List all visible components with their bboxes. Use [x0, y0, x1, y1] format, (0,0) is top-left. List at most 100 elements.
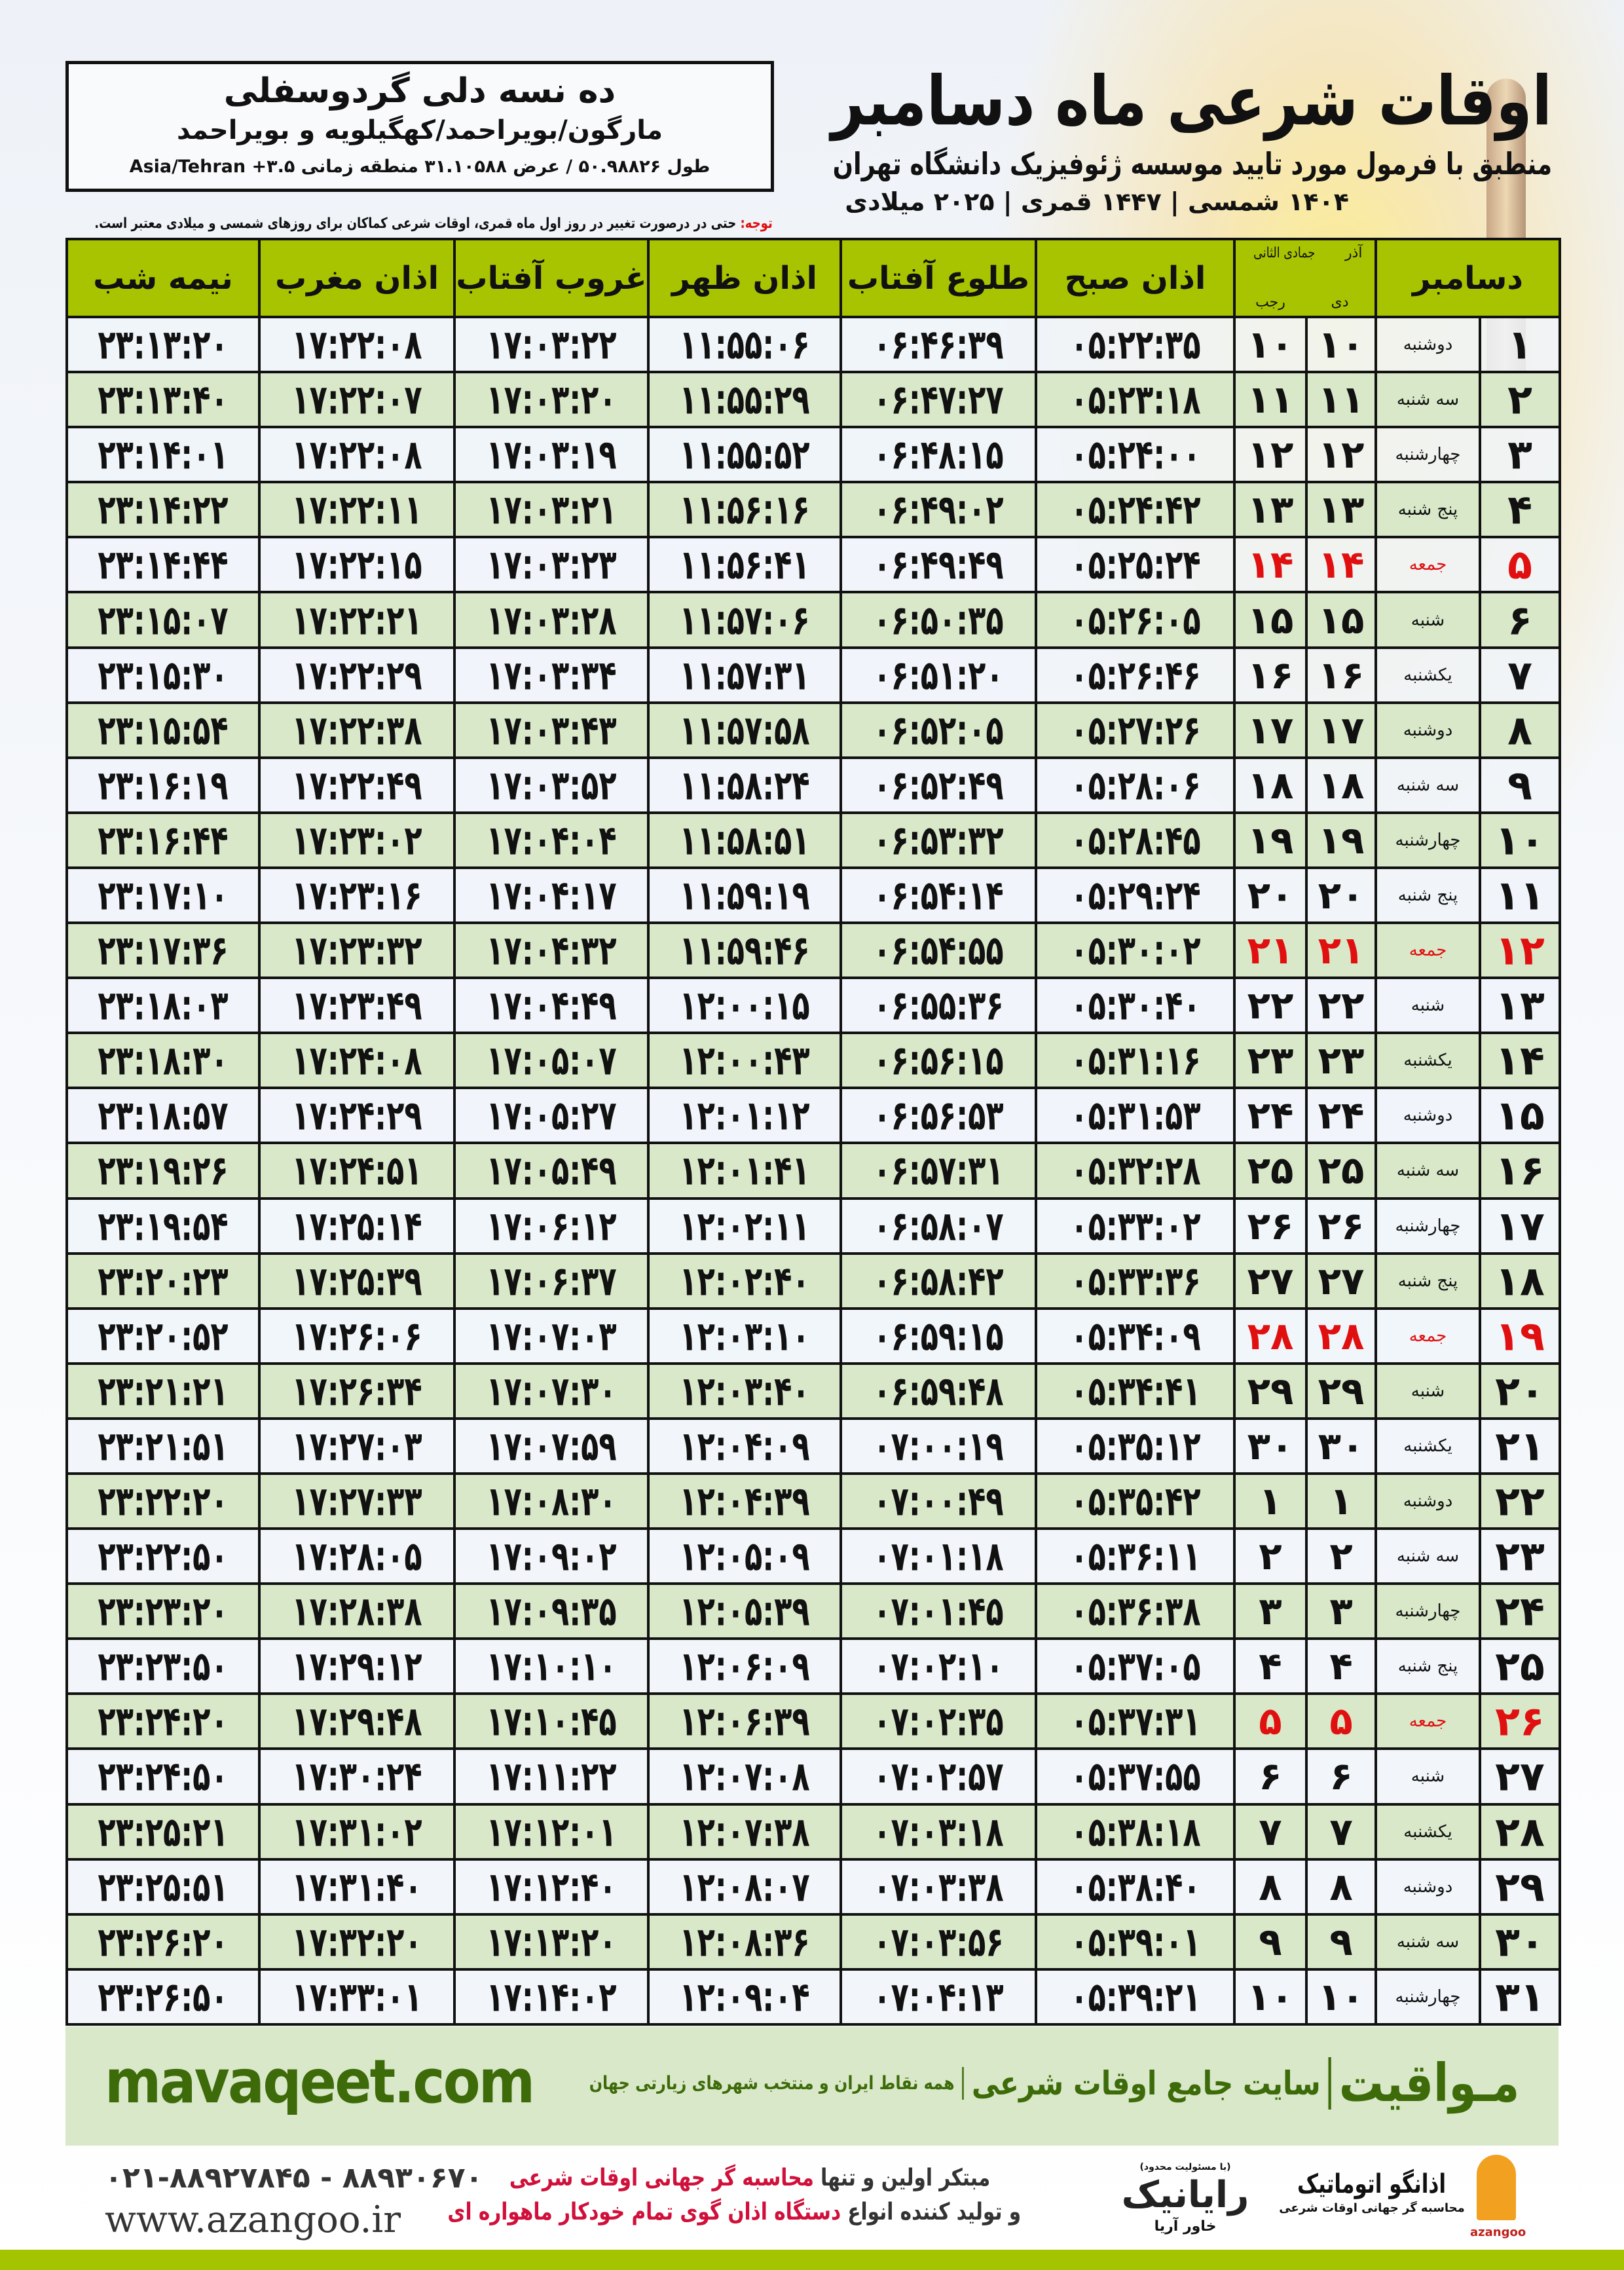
- midnight-time: ۲۳:۱۵:۵۴: [65, 701, 261, 759]
- lunar-day: ۵: [1232, 1692, 1308, 1751]
- sunset-time: ۱۷:۰۳:۲۸: [453, 591, 650, 649]
- solar-day-text: ۱: [1329, 1479, 1353, 1524]
- lunar-day: ۱۶: [1232, 646, 1308, 704]
- midnight-time: ۲۳:۱۴:۲۲: [65, 481, 261, 539]
- solar-day: ۱۶: [1305, 646, 1378, 704]
- sunset-time: ۱۷:۱۳:۲۰: [453, 1912, 650, 1971]
- midnight-time: ۲۳:۱۵:۳۰: [65, 646, 261, 704]
- weekday: چهارشنبه: [1375, 811, 1482, 869]
- sunrise-time-text: ۰۷:۰۲:۵۷: [873, 1752, 1004, 1800]
- dhuhr-time-text: ۱۲:۰۶:۰۹: [679, 1642, 810, 1690]
- lunar-day-text: ۱۸: [1247, 762, 1294, 808]
- raynik-logo: (با مسئولیت محدود) رایانیک خاور آریا: [1100, 2161, 1270, 2236]
- lunar-day: ۱۵: [1232, 591, 1308, 649]
- maghrib-time: ۱۷:۲۶:۰۶: [258, 1307, 456, 1365]
- day-number: ۲۱: [1479, 1417, 1562, 1475]
- site-url[interactable]: mavaqeet.com: [105, 2047, 535, 2117]
- bottom-bar: [0, 2250, 1624, 2270]
- solar-day-text: ۱۱: [1318, 377, 1365, 422]
- maghrib-time: ۱۷:۲۳:۳۲: [258, 921, 456, 980]
- day-number: ۹: [1479, 756, 1562, 814]
- fajr-time: ۰۵:۳۳:۳۶: [1035, 1252, 1236, 1310]
- fajr-time: ۰۵:۳۷:۰۵: [1035, 1637, 1236, 1696]
- table-row: ۲۵ پنج شنبه ۴ ۴ ۰۵:۳۷:۰۵ ۰۷:۰۲:۱۰ ۱۲:۰۶:۰۹ ۱۷:۱…: [65, 1637, 1562, 1696]
- table-row: ۱۸ پنج شنبه ۲۷ ۲۷ ۰۵:۳۳:۳۶ ۰۶:۵۸:۴۲ ۱۲:۰۲:۴۰ ۱۷…: [65, 1252, 1562, 1310]
- midnight-time: ۲۳:۲۴:۵۰: [65, 1747, 261, 1806]
- lunar-day-text: ۱۰: [1247, 322, 1294, 367]
- solar-day: ۱۳: [1305, 481, 1378, 539]
- sunrise-time-text: ۰۶:۴۹:۴۹: [873, 540, 1004, 589]
- header-lunar-bottom: رجب: [1255, 294, 1285, 310]
- fajr-time: ۰۵:۲۹:۲۴: [1035, 866, 1236, 925]
- weekday-text: دوشنبه: [1403, 720, 1453, 740]
- azangoo-sub: محاسبه گر جهانی اوقات شرعی: [1279, 2201, 1465, 2215]
- maghrib-time-text: ۱۷:۲۸:۳۸: [291, 1587, 422, 1635]
- midnight-time: ۲۳:۲۰:۵۲: [65, 1307, 261, 1365]
- sunrise-time: ۰۶:۴۶:۳۹: [840, 315, 1037, 374]
- weekday-text: شنبه: [1411, 995, 1445, 1016]
- lunar-day-text: ۸: [1259, 1864, 1282, 1909]
- maghrib-time: ۱۷:۲۴:۰۸: [258, 1032, 456, 1090]
- lunar-day-text: ۱۶: [1247, 652, 1294, 698]
- midnight-time: ۲۳:۲۴:۲۰: [65, 1692, 261, 1751]
- maghrib-time: ۱۷:۳۳:۰۱: [258, 1967, 456, 2026]
- maghrib-time-text: ۱۷:۲۲:۲۹: [291, 651, 422, 699]
- dhuhr-time-text: ۱۱:۵۹:۱۹: [679, 871, 810, 920]
- sunset-time-text: ۱۷:۰۳:۲۰: [486, 375, 617, 424]
- midnight-time-text: ۲۳:۲۵:۲۱: [98, 1808, 229, 1856]
- dhuhr-time-text: ۱۱:۵۹:۴۶: [679, 926, 810, 975]
- location-name: ده نسه دلی گردوسفلی: [223, 71, 616, 111]
- dhuhr-time-text: ۱۱:۵۵:۰۶: [679, 320, 810, 369]
- solar-day: ۲: [1305, 1527, 1378, 1586]
- day-number-text: ۱۳: [1495, 981, 1545, 1030]
- raynik-sub: خاور آریا: [1154, 2218, 1217, 2235]
- maghrib-time-text: ۱۷:۲۲:۰۷: [291, 375, 422, 424]
- divider: [1328, 2056, 1331, 2110]
- dhuhr-time: ۱۱:۵۷:۰۶: [647, 591, 842, 649]
- maghrib-time-text: ۱۷:۲۲:۲۱: [291, 596, 422, 644]
- weekday: سه شنبه: [1375, 371, 1482, 429]
- midnight-time-text: ۲۳:۱۴:۲۲: [98, 485, 229, 534]
- header-sunset: غروب آفتاب: [453, 238, 650, 318]
- weekday-text: دوشنبه: [1403, 1491, 1453, 1512]
- fajr-time-text: ۰۵:۳۳:۰۲: [1069, 1202, 1201, 1250]
- midnight-time-text: ۲۳:۲۴:۲۰: [98, 1697, 229, 1745]
- lunar-day: ۱۷: [1232, 701, 1308, 759]
- sunrise-time: ۰۶:۴۷:۲۷: [840, 371, 1037, 429]
- lunar-day-text: ۱۵: [1247, 597, 1294, 642]
- fajr-time-text: ۰۵:۳۵:۴۲: [1069, 1477, 1201, 1525]
- fajr-time: ۰۵:۳۸:۴۰: [1035, 1857, 1236, 1916]
- day-number-text: ۱۱: [1495, 871, 1545, 920]
- solar-day-text: ۲۸: [1318, 1313, 1365, 1358]
- dhuhr-time: ۱۲:۰۴:۳۹: [647, 1472, 842, 1531]
- lunar-day: ۸: [1232, 1857, 1308, 1916]
- lunar-day: ۱۲: [1232, 426, 1308, 484]
- sunset-time-text: ۱۷:۰۷:۰۳: [486, 1312, 617, 1360]
- table-row: ۲۴ چهارشنبه ۳ ۳ ۰۵:۳۶:۳۸ ۰۷:۰۱:۴۵ ۱۲:۰۵:۳۹ ۱۷:۰…: [65, 1582, 1562, 1641]
- midnight-time: ۲۳:۱۳:۴۰: [65, 371, 261, 429]
- promo-text: مبتکر اولین و تنها محاسبه گر جهانی اوقات…: [419, 2161, 1080, 2229]
- weekday-text: چهارشنبه: [1395, 830, 1461, 850]
- fajr-time: ۰۵:۲۴:۴۲: [1035, 481, 1236, 539]
- sunset-time-text: ۱۷:۰۵:۲۷: [486, 1091, 617, 1140]
- day-number: ۱۷: [1479, 1197, 1562, 1255]
- dhuhr-time: ۱۱:۵۶:۴۱: [647, 536, 842, 594]
- lunar-day-text: ۱۹: [1247, 817, 1294, 863]
- dhuhr-time: ۱۱:۵۵:۰۶: [647, 315, 842, 374]
- midnight-time-text: ۲۳:۱۵:۰۷: [98, 596, 229, 644]
- dhuhr-time: ۱۲:۰۷:۳۸: [647, 1802, 842, 1861]
- weekday-text: یکشنبه: [1403, 665, 1452, 685]
- azangoo-en: azangoo: [1470, 2225, 1526, 2239]
- solar-day: ۲۴: [1305, 1087, 1378, 1145]
- day-number-text: ۱۰: [1495, 816, 1545, 865]
- table-row: ۲۳ سه شنبه ۲ ۲ ۰۵:۳۶:۱۱ ۰۷:۰۱:۱۸ ۱۲:۰۵:۰۹ ۱۷:۰۹…: [65, 1527, 1562, 1586]
- page-subtitle: منطبق با فرمول مورد تایید موسسه ژئوفیزیک…: [832, 146, 1552, 181]
- table-row: ۳ چهارشنبه ۱۲ ۱۲ ۰۵:۲۴:۰۰ ۰۶:۴۸:۱۵ ۱۱:۵۵:۵۲ ۱۷:…: [65, 426, 1562, 484]
- sunrise-time: ۰۶:۵۲:۰۵: [840, 701, 1037, 759]
- fajr-time: ۰۵:۳۳:۰۲: [1035, 1197, 1236, 1255]
- weekday-text: دوشنبه: [1403, 1876, 1453, 1897]
- fajr-time-text: ۰۵:۲۵:۲۴: [1069, 540, 1201, 589]
- maghrib-time-text: ۱۷:۳۳:۰۱: [291, 1973, 422, 2021]
- azangoo-url[interactable]: www.azangoo.ir: [105, 2199, 401, 2241]
- maghrib-time: ۱۷:۲۷:۳۳: [258, 1472, 456, 1531]
